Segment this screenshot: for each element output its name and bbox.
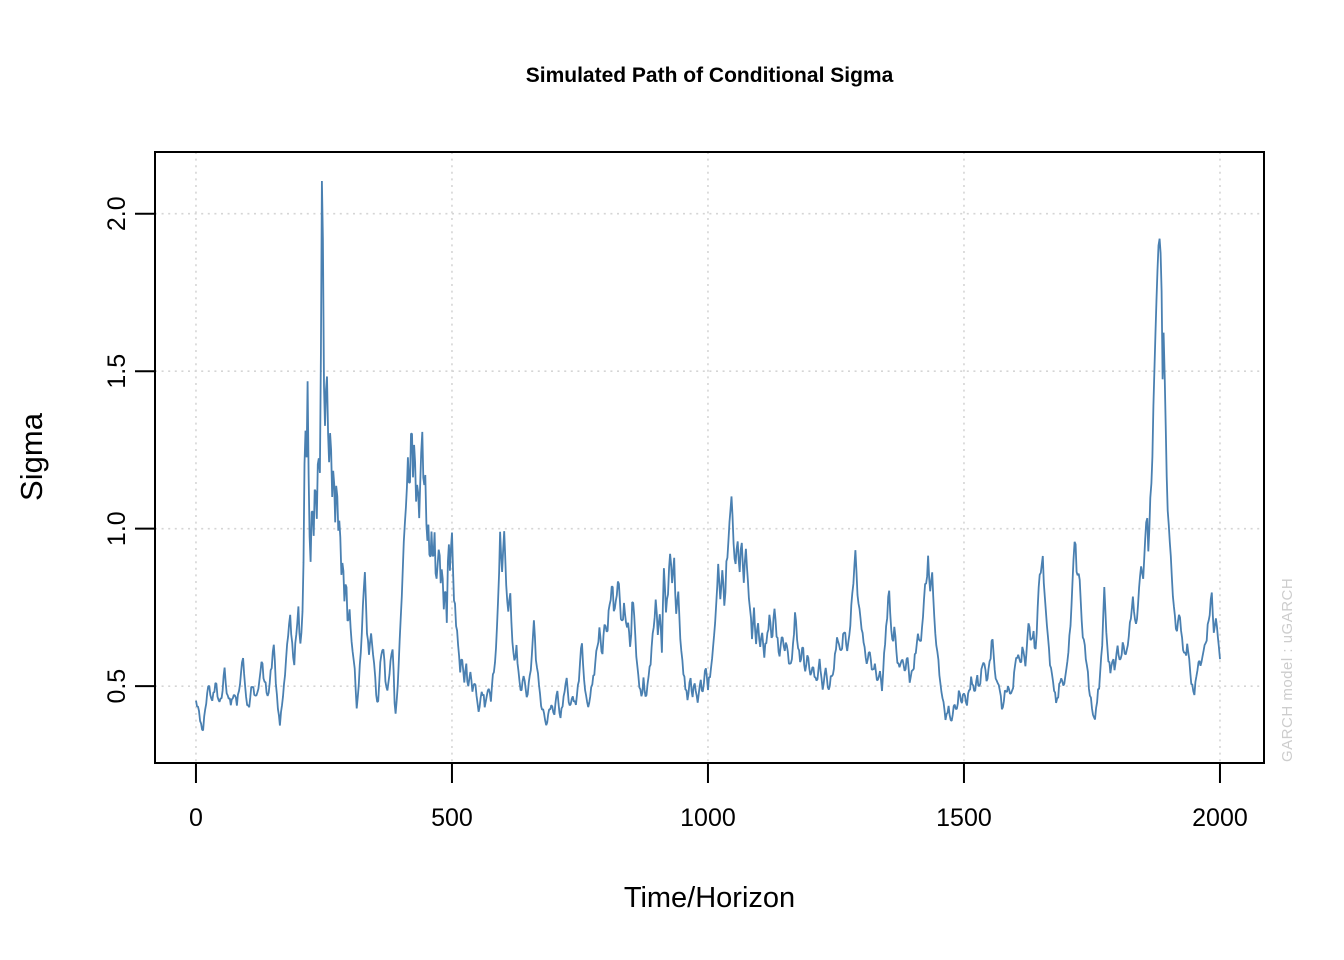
y-tick-label: 1.5 xyxy=(103,354,131,389)
watermark-text: GARCH model : uGARCH xyxy=(1279,577,1296,762)
x-axis-title: Time/Horizon xyxy=(623,882,796,914)
x-tick-label: 1000 xyxy=(680,804,736,832)
y-tick-label: 1.0 xyxy=(103,511,131,546)
x-tick-label: 500 xyxy=(431,804,473,832)
x-tick-label: 0 xyxy=(189,804,203,832)
sigma-path-line xyxy=(195,180,1221,732)
x-tick-label: 2000 xyxy=(1192,804,1248,832)
y-tick-label: 0.5 xyxy=(103,669,131,704)
x-tick-label: 1500 xyxy=(936,804,992,832)
y-axis-title: Sigma xyxy=(14,413,49,501)
chart-title: Simulated Path of Conditional Sigma xyxy=(525,64,894,87)
y-tick-label: 2.0 xyxy=(103,196,131,231)
plot-border xyxy=(154,151,1265,764)
